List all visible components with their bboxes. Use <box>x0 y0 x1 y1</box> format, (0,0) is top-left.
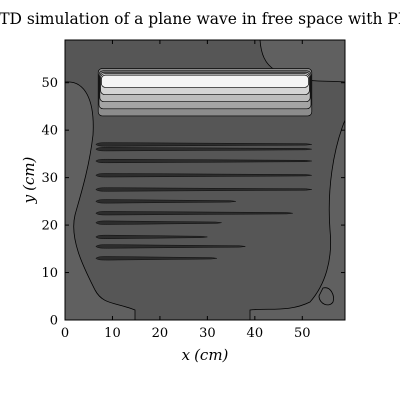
x-axis: 0 10 20 30 40 50 <box>61 40 311 341</box>
y-tick-label: 50 <box>41 76 58 91</box>
wave-streak-0 <box>95 142 312 147</box>
x-axis-label-var: x <box>182 346 191 364</box>
y-tick-label: 40 <box>41 124 58 139</box>
x-tick-label: 40 <box>247 326 264 341</box>
wave-streaks <box>95 142 312 261</box>
y-axis-label: y (cm) <box>20 156 38 204</box>
outer-region-blob <box>318 287 334 306</box>
y-axis-label-unit: (cm) <box>20 156 38 190</box>
y-tick-label: 0 <box>50 314 58 329</box>
y-axis-label-var: y <box>20 194 38 204</box>
wave-streak-2 <box>95 159 312 164</box>
wave-streak-4 <box>95 187 312 192</box>
wave-streak-1 <box>95 147 312 152</box>
wave-streak-6 <box>95 211 293 216</box>
x-tick-label: 20 <box>152 326 169 341</box>
y-tick-label: 20 <box>41 219 58 234</box>
wave-streak-3 <box>95 173 312 178</box>
y-tick-label: 10 <box>41 266 58 281</box>
x-tick-label: 30 <box>199 326 216 341</box>
source-band <box>97 68 313 117</box>
wave-streak-8 <box>95 234 208 239</box>
plot-area <box>64 39 346 321</box>
outer-region-right <box>249 119 346 321</box>
chart-title: FDTD simulation of a plane wave in free … <box>0 10 400 28</box>
y-axis: 0 10 20 30 40 50 <box>41 76 345 329</box>
y-tick-label: 30 <box>41 171 58 186</box>
x-axis-label: x (cm) <box>182 346 229 364</box>
source-band-level-4 <box>101 74 309 88</box>
plot-frame <box>64 39 346 321</box>
wave-streak-7 <box>95 220 222 225</box>
x-axis-label-unit: (cm) <box>194 346 228 364</box>
x-tick-label: 10 <box>104 326 121 341</box>
x-tick-label: 0 <box>61 326 69 341</box>
outer-region-left <box>64 81 136 321</box>
wave-streak-10 <box>95 256 217 261</box>
x-tick-label: 50 <box>294 326 311 341</box>
wave-streak-5 <box>95 199 236 204</box>
wave-streak-9 <box>95 244 246 249</box>
